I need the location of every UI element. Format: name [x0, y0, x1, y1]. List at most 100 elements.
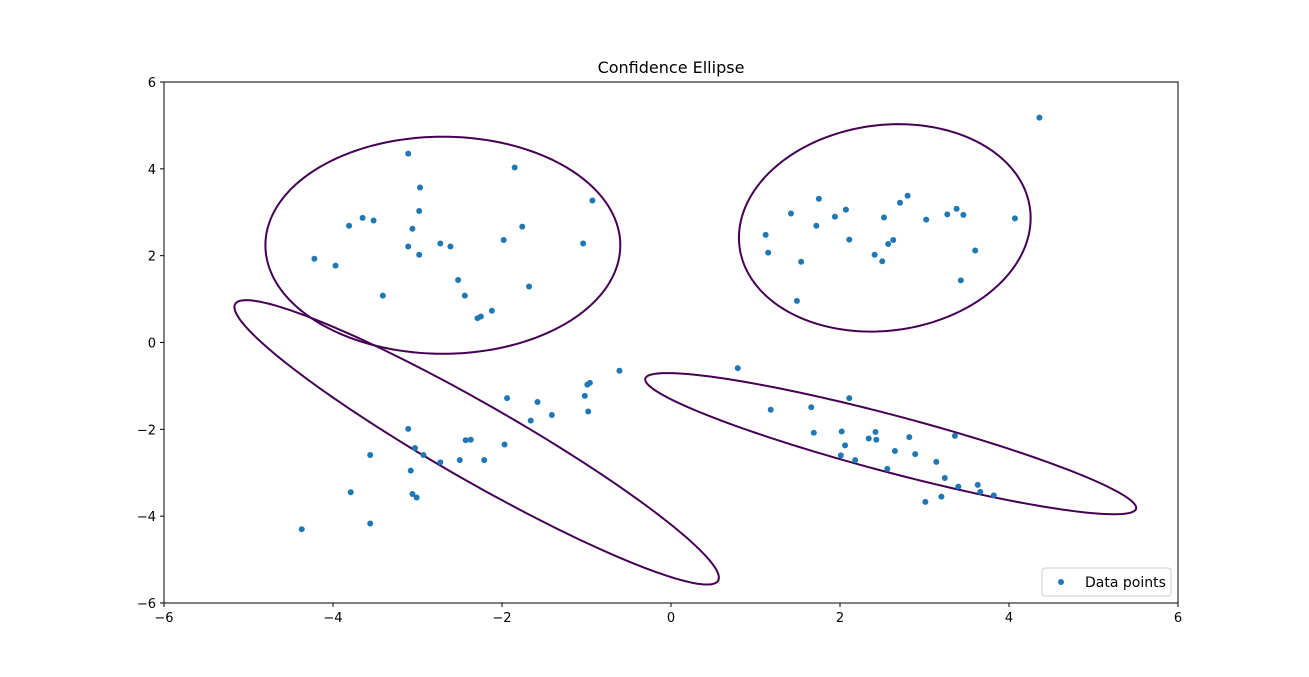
data-point	[481, 457, 488, 464]
data-point	[837, 452, 844, 459]
data-point	[367, 451, 374, 458]
data-point	[589, 197, 596, 204]
data-point	[891, 448, 898, 455]
confidence-ellipse-1	[264, 135, 622, 355]
data-point	[842, 206, 849, 213]
data-point	[379, 292, 386, 299]
data-point	[501, 441, 508, 448]
data-point	[762, 231, 769, 238]
data-point	[897, 199, 903, 206]
legend-box	[1041, 567, 1172, 597]
data-point	[1036, 114, 1043, 121]
data-point	[411, 445, 418, 451]
x-tick-label: 4	[1005, 611, 1013, 626]
data-point	[977, 488, 984, 495]
data-point	[767, 406, 774, 413]
y-tick-label: 6	[148, 76, 156, 91]
data-point	[842, 442, 849, 449]
data-point	[813, 222, 820, 229]
data-point	[765, 249, 772, 256]
y-tick-label: 0	[148, 337, 156, 352]
data-point	[906, 434, 913, 441]
data-point	[461, 292, 468, 299]
x-tick-label: −2	[492, 611, 511, 626]
data-point	[409, 491, 416, 498]
data-point	[880, 214, 887, 221]
data-point	[616, 367, 623, 374]
data-point	[944, 211, 951, 218]
data-point	[793, 297, 800, 304]
confidence-ellipse-4	[644, 372, 1138, 516]
data-point	[511, 164, 518, 171]
data-point	[974, 481, 981, 488]
data-point	[787, 210, 794, 217]
data-point	[865, 435, 872, 442]
data-point	[367, 520, 374, 527]
legend-marker	[1058, 579, 1064, 585]
data-points	[298, 114, 1043, 533]
data-point	[416, 251, 423, 258]
legend: Data points	[1041, 567, 1172, 597]
data-point	[405, 425, 412, 432]
y-tick-label: 2	[148, 250, 156, 265]
data-point	[416, 207, 423, 214]
data-point	[526, 283, 533, 290]
y-tick-label: −6	[137, 597, 156, 612]
data-point	[580, 240, 587, 247]
data-point	[413, 494, 420, 501]
data-point	[957, 277, 964, 284]
data-point	[504, 395, 511, 402]
data-point	[409, 225, 416, 232]
data-point	[960, 211, 967, 218]
data-point	[938, 493, 945, 500]
data-point	[872, 428, 879, 435]
data-point	[477, 313, 484, 320]
data-point	[933, 458, 940, 465]
data-point	[871, 251, 878, 258]
data-point	[885, 240, 892, 247]
data-point	[332, 262, 339, 269]
confidence-ellipses	[233, 123, 1138, 586]
data-point	[488, 307, 495, 314]
y-axis: −6 −4 −2 0 2 4 6	[137, 76, 164, 612]
data-point	[311, 255, 318, 262]
data-point	[846, 236, 853, 243]
data-point	[420, 451, 427, 458]
data-point	[734, 365, 741, 372]
data-point	[346, 222, 353, 229]
data-point	[581, 392, 588, 399]
data-point	[298, 526, 305, 533]
data-point	[370, 217, 377, 224]
data-point	[923, 216, 930, 223]
confidence-ellipse-2	[737, 123, 1032, 333]
data-point	[456, 457, 463, 464]
data-point	[585, 408, 592, 415]
data-point	[838, 428, 845, 435]
data-point	[808, 404, 815, 411]
data-point	[951, 432, 958, 439]
data-point	[873, 436, 880, 443]
data-point	[879, 258, 886, 265]
legend-label: Data points	[1085, 575, 1166, 591]
data-point	[359, 214, 366, 221]
chart-title: Confidence Ellipse	[598, 58, 745, 77]
y-tick-label: 4	[148, 163, 156, 178]
data-point	[437, 459, 444, 466]
x-tick-label: −4	[323, 611, 342, 626]
x-tick-label: 6	[1174, 611, 1182, 626]
x-tick-label: −6	[154, 611, 173, 626]
y-tick-label: −4	[137, 510, 156, 525]
data-point	[548, 412, 555, 419]
data-point	[941, 474, 948, 481]
data-point	[890, 237, 897, 244]
data-point	[831, 213, 838, 220]
data-point	[462, 437, 469, 444]
data-point	[405, 243, 412, 250]
data-point	[972, 247, 979, 254]
data-point	[904, 192, 911, 199]
confidence-ellipse-3	[233, 299, 720, 586]
data-point	[455, 276, 462, 283]
data-point	[519, 223, 526, 230]
